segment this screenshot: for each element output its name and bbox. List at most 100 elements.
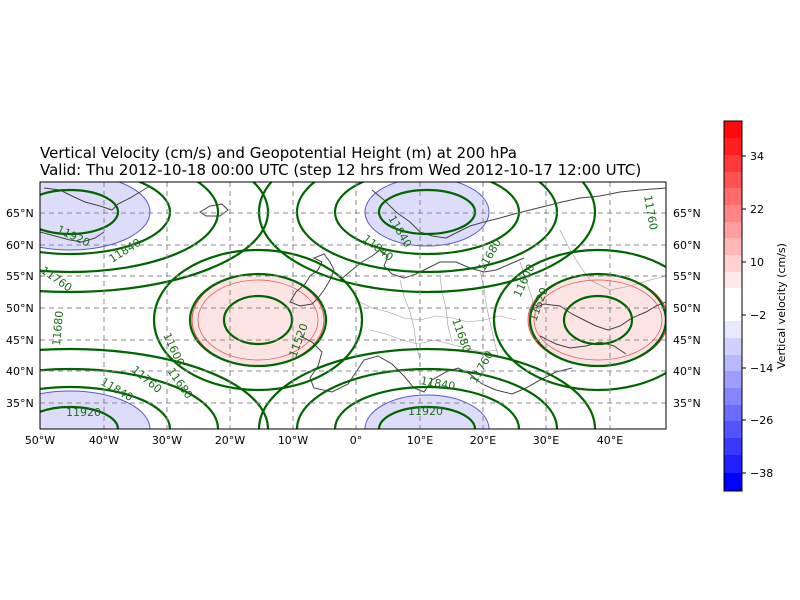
lat-tick-label: 40°N — [673, 365, 701, 378]
border-line — [369, 329, 499, 353]
colorbar-tick-label: −14 — [750, 362, 773, 375]
colorbar-tick-label: −38 — [750, 467, 773, 480]
colorbar-segment — [724, 188, 742, 205]
height-contour — [40, 182, 270, 294]
height-contour — [528, 272, 666, 368]
downward-velocity-area — [364, 394, 490, 429]
contour-label: 11680 — [50, 310, 66, 346]
height-contour — [40, 385, 172, 429]
downward-velocity-area — [364, 182, 490, 247]
colorbar-segment — [724, 272, 742, 288]
border-line — [399, 279, 421, 361]
colorbar-tick-label: 10 — [750, 256, 764, 269]
colorbar-segment — [724, 305, 742, 321]
height-contour — [40, 188, 120, 236]
contour-label: 11760 — [641, 194, 660, 231]
colorbar-tick-label: 22 — [750, 203, 764, 216]
coastline-black-caspian — [529, 301, 666, 331]
longitude-tick-labels: 50°W 40°W 30°W 20°W 10°W 0° 10°E 20°E 30… — [25, 434, 623, 447]
lon-tick-label: 30°W — [152, 434, 182, 447]
colorbar-segment — [724, 172, 742, 188]
colorbar-frame — [723, 120, 743, 492]
height-contour — [295, 182, 559, 274]
height-contour — [40, 182, 220, 274]
height-contour — [295, 367, 559, 429]
colorbar: 34 22 10 −2 −14 −26 −38 Vertical velocit… — [723, 120, 788, 492]
coastline-iceland — [199, 203, 229, 217]
colorbar-segment — [724, 338, 742, 355]
colorbar-segment — [724, 155, 742, 172]
colorbar-segment — [724, 371, 742, 388]
height-contour — [377, 188, 477, 236]
lat-tick-label: 35°N — [673, 397, 701, 410]
lon-tick-label: 10°W — [278, 434, 308, 447]
colorbar-segment — [724, 238, 742, 255]
coastlines — [40, 185, 666, 395]
height-contour — [377, 405, 477, 429]
lon-tick-label: 10°E — [407, 434, 433, 447]
lat-tick-label: 35°N — [6, 397, 34, 410]
colorbar-segment — [724, 121, 742, 138]
lat-tick-label: 65°N — [673, 207, 701, 220]
colorbar-segment — [724, 355, 742, 371]
contour-label: 11840 — [419, 374, 456, 393]
colorbar-segment — [724, 222, 742, 238]
lat-tick-label: 40°N — [6, 365, 34, 378]
lat-tick-label: 60°N — [6, 239, 34, 252]
lon-tick-label: 0° — [350, 434, 363, 447]
contour-label: 11920 — [408, 405, 443, 418]
lat-tick-label: 45°N — [6, 334, 34, 347]
map-layers — [40, 182, 666, 429]
colorbar-ticks: 34 22 10 −2 −14 −26 −38 — [742, 150, 773, 480]
upward-velocity-contour — [533, 279, 663, 361]
colorbar-segment — [724, 255, 742, 272]
geopotential-height-contours — [40, 182, 666, 429]
lat-tick-label: 60°N — [673, 239, 701, 252]
colorbar-segment — [724, 138, 742, 155]
lon-tick-label: 40°W — [89, 434, 119, 447]
lon-tick-label: 40°E — [597, 434, 623, 447]
lat-tick-label: 50°N — [6, 302, 34, 315]
colorbar-segment — [724, 438, 742, 455]
height-contour — [257, 182, 597, 294]
lon-tick-label: 20°E — [470, 434, 496, 447]
height-contour — [222, 294, 294, 346]
colorbar-segment — [724, 205, 742, 222]
colorbar-segment — [724, 288, 742, 305]
height-contour — [152, 248, 364, 392]
lat-tick-label: 50°N — [673, 302, 701, 315]
colorbar-segment — [724, 388, 742, 405]
lon-tick-label: 20°W — [215, 434, 245, 447]
height-contour — [40, 347, 270, 429]
upward-velocity-contour — [197, 279, 319, 361]
coastline-greenland — [43, 185, 151, 211]
lat-tick-label: 65°N — [6, 207, 34, 220]
colorbar-tick-label: −2 — [750, 309, 766, 322]
contour-label: 11920 — [66, 406, 101, 419]
coastline-greenland-south — [40, 231, 105, 243]
lat-tick-label: 55°N — [6, 270, 34, 283]
height-contour — [188, 272, 328, 368]
colorbar-tick-label: −26 — [750, 414, 773, 427]
upward-velocity-area — [191, 273, 325, 367]
lat-tick-label: 55°N — [673, 270, 701, 283]
colorbar-segment — [724, 473, 742, 491]
colorbar-segment — [724, 455, 742, 473]
height-contour — [562, 294, 634, 346]
lon-tick-label: 50°W — [25, 434, 55, 447]
colorbar-segment — [724, 321, 742, 338]
latitude-tick-labels-right: 35°N 40°N 45°N 50°N 55°N 60°N 65°N — [673, 207, 701, 410]
height-contour — [40, 367, 220, 429]
lat-tick-label: 45°N — [673, 334, 701, 347]
height-contour — [40, 182, 172, 256]
latitude-tick-labels-left: 35°N 40°N 45°N 50°N 55°N 60°N 65°N — [6, 207, 34, 410]
colorbar-tick-label: 34 — [750, 150, 764, 163]
colorbar-label: Vertical velocity (cm/s) — [775, 243, 788, 369]
height-contour — [333, 385, 521, 429]
chart-title-line-1: Vertical Velocity (cm/s) and Geopotentia… — [40, 144, 517, 162]
map-frame — [39, 181, 667, 430]
colorbar-segment — [724, 421, 742, 438]
coastline-turkey — [539, 335, 627, 355]
height-contour — [492, 248, 666, 392]
